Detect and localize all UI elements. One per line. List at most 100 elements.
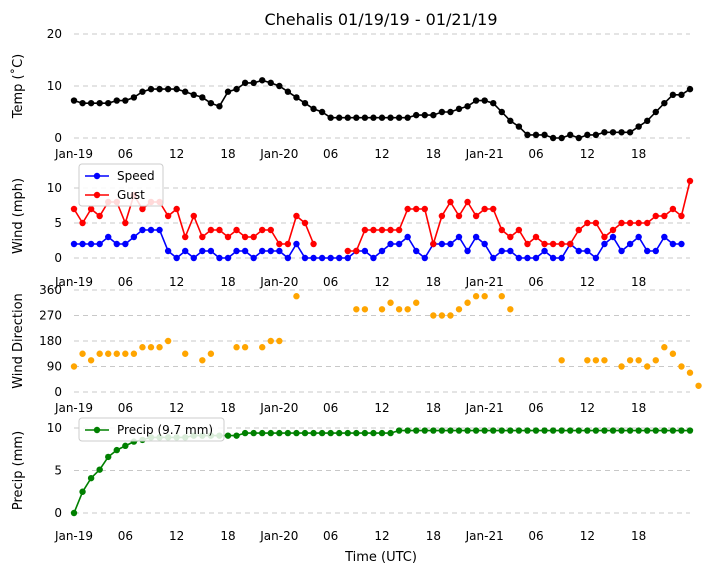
data-point: [276, 337, 283, 345]
data-point: [224, 254, 232, 262]
data-point: [438, 427, 446, 434]
data-point: [395, 114, 403, 121]
data-point: [378, 306, 386, 313]
data-point: [549, 427, 557, 434]
data-point: [267, 79, 274, 87]
data-point: [661, 427, 668, 434]
data-point: [130, 94, 138, 101]
data-point: [122, 97, 129, 104]
x-tick-label: 18: [220, 275, 235, 289]
data-point: [678, 91, 685, 99]
data-point: [387, 299, 394, 306]
data-point: [284, 88, 292, 95]
data-point: [259, 344, 266, 351]
data-point: [156, 85, 163, 93]
data-point: [404, 427, 411, 434]
x-tick-label: 18: [220, 401, 235, 415]
data-point: [455, 427, 463, 434]
data-point: [250, 254, 257, 262]
data-point: [686, 85, 694, 93]
data-point: [173, 85, 180, 93]
data-point: [182, 350, 189, 357]
data-point: [70, 97, 78, 104]
data-point: [310, 429, 317, 437]
data-point: [87, 99, 95, 107]
data-point: [507, 117, 514, 125]
x-tick-label: Jan-19: [54, 147, 93, 161]
data-point: [644, 219, 651, 227]
data-point: [464, 198, 471, 206]
data-point: [567, 240, 574, 248]
data-point: [601, 233, 608, 241]
data-point: [609, 427, 617, 434]
data-point: [626, 240, 634, 248]
y-axis-label: Wind Direction: [11, 293, 26, 389]
data-point: [70, 240, 78, 248]
data-point: [430, 427, 437, 434]
data-point: [96, 99, 103, 107]
x-tick-label: 12: [580, 275, 595, 289]
data-point: [130, 350, 138, 357]
data-point: [524, 254, 531, 262]
data-point: [532, 254, 540, 262]
data-point: [592, 357, 600, 364]
y-tick-label: 20: [47, 27, 62, 41]
data-point: [524, 427, 531, 434]
data-point: [233, 85, 240, 93]
x-tick-label: Jan-21: [465, 529, 504, 543]
data-point: [293, 293, 300, 300]
legend-swatch-marker: [93, 172, 101, 180]
data-point: [327, 429, 334, 437]
y-tick-label: 5: [54, 464, 62, 478]
data-point: [609, 233, 617, 241]
y-tick-label: 180: [39, 334, 62, 348]
data-point: [404, 306, 411, 313]
legend: Speed Gust: [78, 163, 164, 207]
data-point: [490, 205, 497, 213]
x-tick-label: 18: [220, 147, 235, 161]
data-point: [430, 240, 437, 248]
data-point: [498, 293, 505, 300]
y-axis-label: Precip (mm): [11, 431, 26, 510]
data-point: [241, 79, 249, 87]
data-point: [207, 247, 215, 255]
data-point: [498, 247, 505, 255]
data-point: [421, 111, 428, 119]
x-tick-label: 12: [169, 275, 184, 289]
data-point: [353, 247, 360, 255]
y-axis-label: Temp (˚C): [10, 54, 26, 120]
data-point: [318, 429, 326, 437]
x-tick-label: 06: [323, 147, 338, 161]
data-point: [207, 350, 215, 357]
x-tick-label: 18: [220, 529, 235, 543]
data-point: [455, 212, 463, 220]
data-point: [156, 344, 163, 351]
data-point: [361, 114, 369, 121]
x-tick-label: 06: [118, 275, 133, 289]
data-point: [490, 99, 497, 107]
x-tick-label: 06: [528, 147, 543, 161]
x-tick-label: 12: [580, 147, 595, 161]
data-point: [301, 254, 309, 262]
data-point: [652, 427, 659, 434]
data-point: [635, 427, 642, 434]
data-point: [661, 212, 668, 220]
data-point: [293, 429, 300, 437]
data-point: [122, 350, 129, 357]
data-point: [122, 442, 129, 450]
data-point: [241, 233, 249, 241]
data-point: [464, 427, 471, 434]
data-point: [344, 114, 351, 121]
data-point: [678, 427, 685, 434]
data-point: [618, 363, 625, 370]
x-tick-label: 12: [169, 401, 184, 415]
data-point: [87, 474, 95, 482]
y-tick-label: 0: [54, 385, 62, 399]
data-point: [301, 99, 309, 107]
data-point: [79, 99, 86, 107]
data-point: [601, 357, 608, 364]
y-tick-label: 0: [54, 131, 62, 145]
data-point: [498, 108, 505, 116]
data-point: [507, 233, 514, 241]
data-point: [584, 219, 591, 227]
